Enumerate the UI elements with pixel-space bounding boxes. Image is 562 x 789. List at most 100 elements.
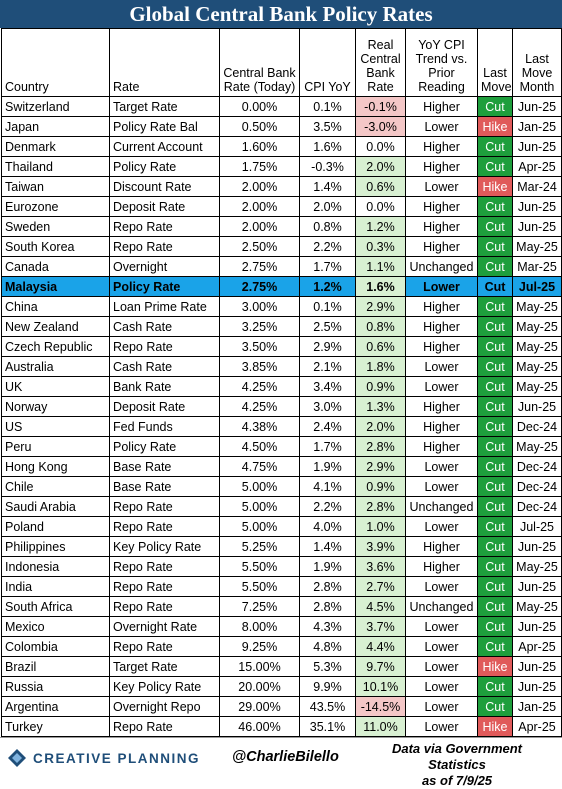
table-row: Australia Cash Rate 3.85% 2.1% 1.8% Lower Cut M… bbox=[1, 356, 562, 377]
table-row: Taiwan Discount Rate 2.00% 1.4% 0.6% Lower Hik… bbox=[1, 176, 562, 197]
cell-country: South Africa bbox=[1, 596, 110, 617]
cell-cpi: 1.9% bbox=[299, 556, 356, 577]
cell-cpi-trend: Lower bbox=[405, 576, 478, 597]
cell-rate: Policy Rate bbox=[109, 276, 220, 297]
cell-last-move: Cut bbox=[477, 676, 513, 697]
cell-real-rate: 1.2% bbox=[355, 216, 406, 237]
cell-rate: Repo Rate bbox=[109, 716, 220, 737]
cell-country: Sweden bbox=[1, 216, 110, 237]
cell-last-move-month: Dec-24 bbox=[512, 456, 562, 477]
cell-cpi-trend: Lower bbox=[405, 636, 478, 657]
cell-rate: Repo Rate bbox=[109, 516, 220, 537]
cell-cpi-trend: Lower bbox=[405, 456, 478, 477]
cell-real-rate: 0.3% bbox=[355, 236, 406, 257]
cell-real-rate: -14.5% bbox=[355, 696, 406, 717]
cell-country: South Korea bbox=[1, 236, 110, 257]
cell-last-move: Hike bbox=[477, 716, 513, 737]
cell-country: Argentina bbox=[1, 696, 110, 717]
cell-country: Canada bbox=[1, 256, 110, 277]
table-row: Denmark Current Account 1.60% 1.6% 0.0% Highe… bbox=[1, 136, 562, 157]
cell-cpi: 1.2% bbox=[299, 276, 356, 297]
cell-last-move: Cut bbox=[477, 396, 513, 417]
table-row: Saudi Arabia Repo Rate 5.00% 2.2% 2.8% Unchan… bbox=[1, 496, 562, 517]
header-last-move-month: Last Move Month bbox=[512, 28, 562, 97]
table-row: Philippines Key Policy Rate 5.25% 1.4% 3.9% H… bbox=[1, 536, 562, 557]
table-row: US Fed Funds 4.38% 2.4% 2.0% Higher Cut Dec-24 bbox=[1, 416, 562, 437]
cell-last-move: Cut bbox=[477, 256, 513, 277]
cell-last-move-month: Jun-25 bbox=[512, 216, 562, 237]
cell-country: Saudi Arabia bbox=[1, 496, 110, 517]
cell-cpi-trend: Lower bbox=[405, 356, 478, 377]
cell-real-rate: 2.9% bbox=[355, 296, 406, 317]
cell-cpi: 2.1% bbox=[299, 356, 356, 377]
table-row: Turkey Repo Rate 46.00% 35.1% 11.0% Lower Hike… bbox=[1, 716, 562, 737]
cell-last-move: Cut bbox=[477, 596, 513, 617]
source-line-2: as of 7/9/25 bbox=[421, 773, 493, 788]
cell-last-move: Cut bbox=[477, 576, 513, 597]
cell-cb-rate: 46.00% bbox=[219, 716, 300, 737]
cell-real-rate: -3.0% bbox=[355, 116, 406, 137]
cell-rate: Repo Rate bbox=[109, 336, 220, 357]
cell-last-move: Cut bbox=[477, 556, 513, 577]
cell-last-move-month: Apr-25 bbox=[512, 716, 562, 737]
cell-rate: Repo Rate bbox=[109, 236, 220, 257]
cell-cpi-trend: Lower bbox=[405, 696, 478, 717]
cell-last-move: Cut bbox=[477, 296, 513, 317]
cell-cpi-trend: Higher bbox=[405, 136, 478, 157]
cell-cpi-trend: Higher bbox=[405, 556, 478, 577]
cell-country: Australia bbox=[1, 356, 110, 377]
header-cpi: CPI YoY bbox=[299, 28, 356, 97]
table-row: UK Bank Rate 4.25% 3.4% 0.9% Lower Cut May-25 bbox=[1, 376, 562, 397]
cell-real-rate: 0.9% bbox=[355, 376, 406, 397]
cell-last-move: Cut bbox=[477, 376, 513, 397]
cell-last-move: Hike bbox=[477, 656, 513, 677]
cell-country: Peru bbox=[1, 436, 110, 457]
cell-last-move: Cut bbox=[477, 336, 513, 357]
cell-country: Brazil bbox=[1, 656, 110, 677]
table-row: Switzerland Target Rate 0.00% 0.1% -0.1% High… bbox=[1, 96, 562, 117]
cell-last-move-month: May-25 bbox=[512, 596, 562, 617]
cell-last-move: Cut bbox=[477, 216, 513, 237]
cell-last-move: Cut bbox=[477, 696, 513, 717]
cell-cb-rate: 3.00% bbox=[219, 296, 300, 317]
table-row: Indonesia Repo Rate 5.50% 1.9% 3.6% Higher Cut… bbox=[1, 556, 562, 577]
cell-last-move: Cut bbox=[477, 516, 513, 537]
cell-cpi: 2.0% bbox=[299, 196, 356, 217]
cell-last-move: Cut bbox=[477, 156, 513, 177]
cell-cpi: 4.0% bbox=[299, 516, 356, 537]
cell-cpi-trend: Lower bbox=[405, 116, 478, 137]
cell-cpi-trend: Higher bbox=[405, 196, 478, 217]
table-row: Canada Overnight 2.75% 1.7% 1.1% Unchanged Cut… bbox=[1, 256, 562, 277]
cell-country: Hong Kong bbox=[1, 456, 110, 477]
cell-last-move-month: Jun-25 bbox=[512, 656, 562, 677]
cell-last-move-month: Apr-25 bbox=[512, 156, 562, 177]
cell-cpi-trend: Higher bbox=[405, 296, 478, 317]
cell-last-move: Hike bbox=[477, 116, 513, 137]
cell-last-move-month: Jun-25 bbox=[512, 616, 562, 637]
cell-rate: Discount Rate bbox=[109, 176, 220, 197]
cell-cb-rate: 5.00% bbox=[219, 496, 300, 517]
cell-country: Russia bbox=[1, 676, 110, 697]
cell-last-move: Cut bbox=[477, 416, 513, 437]
cell-cpi: 1.6% bbox=[299, 136, 356, 157]
cell-rate: Repo Rate bbox=[109, 216, 220, 237]
cell-rate: Policy Rate Bal bbox=[109, 116, 220, 137]
cell-rate: Bank Rate bbox=[109, 376, 220, 397]
cell-real-rate: 3.7% bbox=[355, 616, 406, 637]
cell-rate: Key Policy Rate bbox=[109, 676, 220, 697]
cell-cpi: 4.8% bbox=[299, 636, 356, 657]
cell-cb-rate: 3.25% bbox=[219, 316, 300, 337]
cell-last-move: Cut bbox=[477, 616, 513, 637]
cell-rate: Current Account bbox=[109, 136, 220, 157]
cell-last-move-month: Mar-24 bbox=[512, 176, 562, 197]
cell-last-move: Cut bbox=[477, 436, 513, 457]
cell-cpi-trend: Lower bbox=[405, 476, 478, 497]
header-cb-rate: Central Bank Rate (Today) bbox=[219, 28, 300, 97]
cell-cpi-trend: Higher bbox=[405, 416, 478, 437]
cell-last-move-month: May-25 bbox=[512, 296, 562, 317]
cell-cb-rate: 5.50% bbox=[219, 556, 300, 577]
cell-real-rate: 2.8% bbox=[355, 436, 406, 457]
header-country: Country bbox=[1, 28, 110, 97]
cell-real-rate: 2.7% bbox=[355, 576, 406, 597]
cell-rate: Repo Rate bbox=[109, 556, 220, 577]
